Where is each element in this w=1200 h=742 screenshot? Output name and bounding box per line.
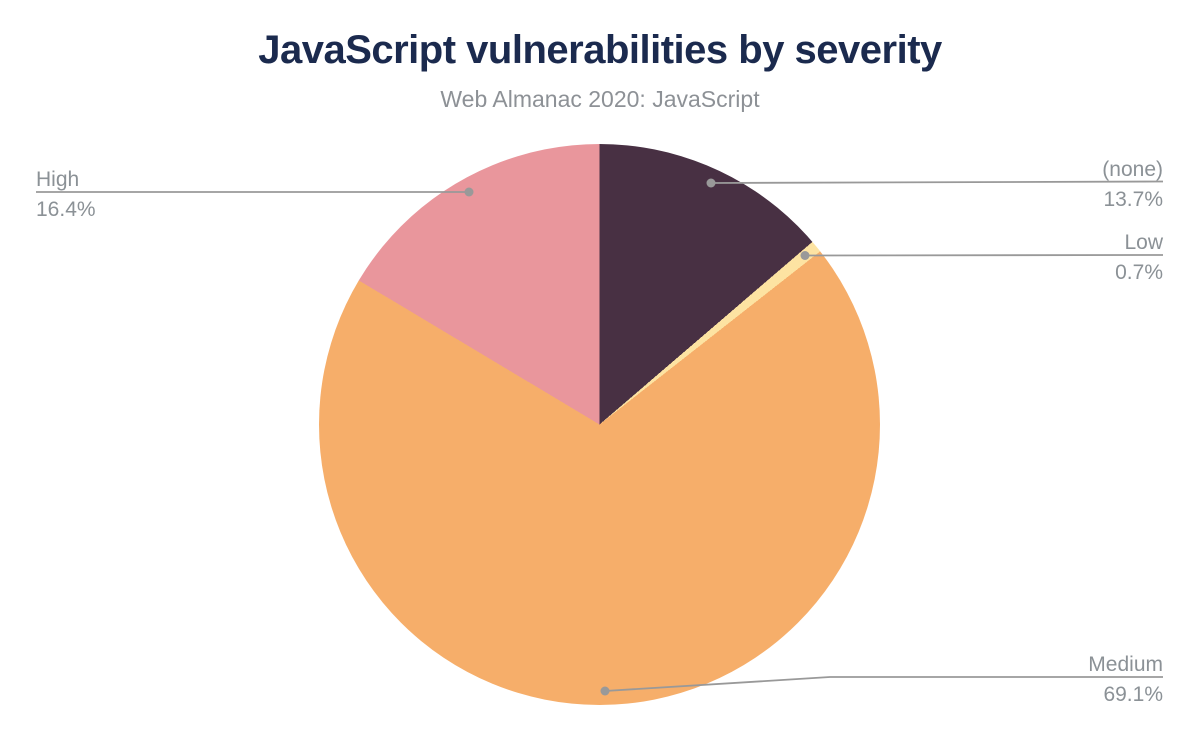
chart-subtitle: Web Almanac 2020: JavaScript: [440, 86, 760, 112]
callout-medium: Medium 69.1%: [1088, 653, 1163, 707]
callout-high: High 16.4%: [36, 168, 96, 222]
callout-low-value: 0.7%: [1115, 261, 1163, 284]
leader-line-none: [706, 178, 1164, 188]
pie-chart: [319, 144, 880, 705]
callout-low-label: Low: [1124, 231, 1163, 254]
leader-line-high: [36, 187, 474, 197]
leader-line-low: [800, 251, 1164, 260]
chart-title: JavaScript vulnerabilities by severity: [258, 28, 942, 72]
callout-medium-value: 69.1%: [1103, 683, 1163, 706]
callout-none: (none) 13.7%: [1102, 158, 1163, 212]
callout-medium-label: Medium: [1088, 653, 1163, 676]
callout-low: Low 0.7%: [1115, 231, 1163, 285]
callout-high-value: 16.4%: [36, 198, 96, 221]
callout-high-label: High: [36, 168, 80, 191]
callout-none-value: 13.7%: [1103, 188, 1163, 211]
callout-none-label: (none): [1102, 158, 1163, 181]
